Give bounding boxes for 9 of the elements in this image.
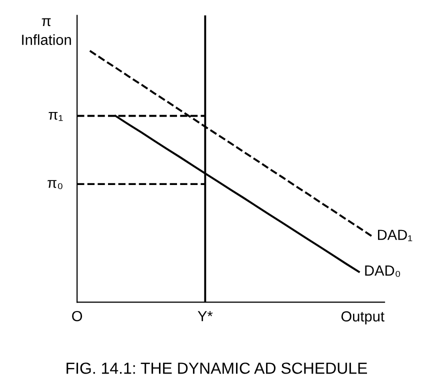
annotation: π₁: [48, 112, 63, 121]
x-tick-label: Y*: [198, 311, 213, 322]
series-label: DAD₁: [378, 230, 412, 242]
text: FIG. 14.1: THE DYNAMIC AD SCHEDULE: [66, 362, 368, 374]
x-tick-label: O: [72, 310, 82, 322]
annotation: π₀: [48, 180, 62, 190]
y-axis-title: π Inflation: [22, 18, 71, 45]
series-label: DAD₀: [365, 266, 400, 277]
x-axis-title: Output: [341, 311, 384, 324]
